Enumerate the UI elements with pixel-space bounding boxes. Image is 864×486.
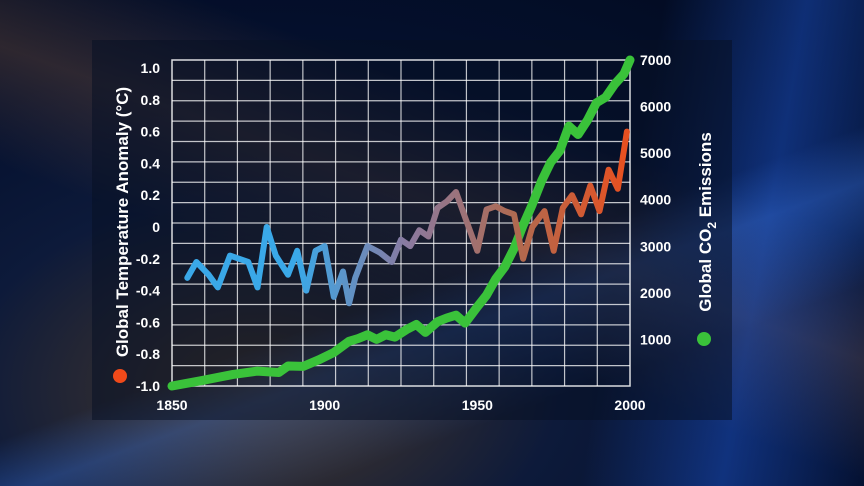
right-axis-tick-label: 3000	[640, 238, 671, 254]
temperature-anomaly-line	[184, 128, 630, 307]
left-axis-tick-label: -0.8	[136, 346, 160, 362]
co2-legend-dot	[697, 332, 711, 346]
left-axis-tick-label: -1.0	[136, 378, 160, 394]
right-axis-tick-label: 1000	[640, 331, 671, 347]
left-axis-ticks: 1.0 0.8 0.6 0.4 0.2 0 -0.2 -0.4 -0.6 -0.8 -1.0	[136, 60, 160, 394]
x-axis-tick-label: 1900	[309, 397, 340, 413]
left-axis-tick-label: -0.6	[136, 314, 160, 330]
left-axis-label: Global Temperature Anomaly (°C)	[113, 87, 132, 357]
right-axis-title: Global CO2 Emissions	[696, 132, 719, 312]
right-axis-tick-label: 6000	[640, 99, 671, 115]
chart-panel	[92, 40, 732, 420]
left-axis-tick-label: 0	[152, 219, 160, 235]
right-axis-tick-label: 5000	[640, 145, 671, 161]
right-axis-label: Global CO2 Emissions	[696, 132, 719, 312]
left-axis-tick-label: -0.4	[136, 283, 160, 299]
right-axis-title-suffix: Emissions	[696, 132, 715, 222]
left-axis-tick-label: 0.8	[141, 92, 161, 108]
right-axis-tick-label: 7000	[640, 52, 671, 68]
right-axis-tick-label: 4000	[640, 192, 671, 208]
co2-emissions-line	[167, 55, 635, 391]
x-axis-tick-label: 1850	[156, 397, 187, 413]
left-axis-tick-label: 0.2	[141, 187, 161, 203]
x-axis-tick-label: 2000	[614, 397, 645, 413]
right-axis-title-subscript: 2	[705, 222, 719, 229]
left-axis-title: Global Temperature Anomaly (°C)	[113, 87, 132, 357]
left-axis-tick-label: -0.2	[136, 251, 160, 267]
x-axis-tick-label: 1950	[462, 397, 493, 413]
right-axis-ticks: 7000 6000 5000 4000 3000 2000 1000	[640, 52, 671, 347]
left-axis-tick-label: 1.0	[141, 60, 161, 76]
right-axis-tick-label: 2000	[640, 285, 671, 301]
left-axis-tick-label: 0.6	[141, 124, 161, 140]
x-axis-ticks: 1850 1900 1950 2000	[156, 397, 645, 413]
left-axis-tick-label: 0.4	[141, 155, 161, 171]
right-axis-title-prefix: Global CO	[696, 229, 715, 312]
temperature-legend-dot	[113, 369, 127, 383]
